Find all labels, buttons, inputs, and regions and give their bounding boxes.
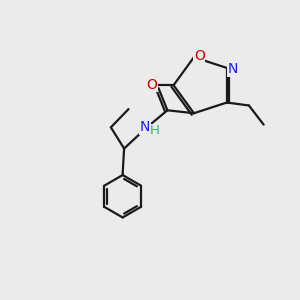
Text: N: N	[227, 62, 238, 76]
Text: O: O	[147, 78, 158, 92]
Text: O: O	[194, 49, 205, 63]
Text: N: N	[140, 120, 150, 134]
Text: H: H	[150, 124, 160, 137]
